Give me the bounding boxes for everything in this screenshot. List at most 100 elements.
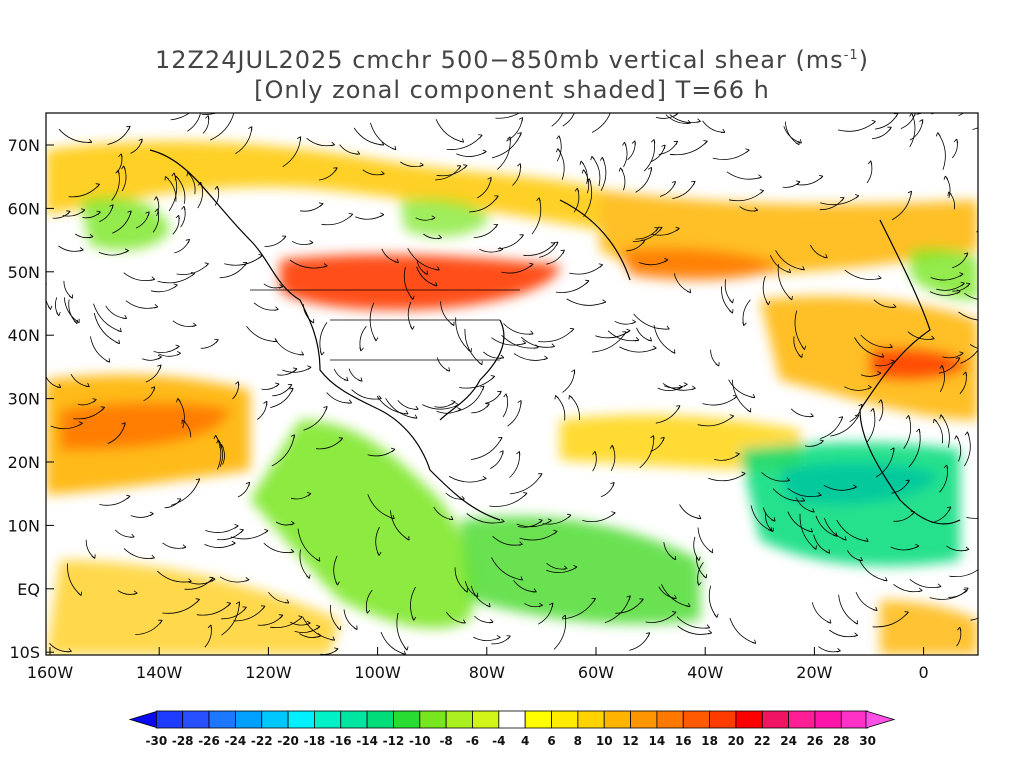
chart-title-line2: [Only zonal component shaded] T=66 h [254,76,770,104]
streamline-arrow [905,415,911,420]
colorbar-swatch [419,710,447,729]
streamline-arrow [499,450,504,455]
shading-mediterranean-core [870,348,970,381]
streamline-arrow [480,385,485,390]
streamline-arrow [77,591,82,596]
colorbar-swatch [208,710,236,729]
streamline-arrow [138,138,143,143]
y-tick-label: 50N [8,263,40,282]
streamline-arrow [85,382,90,388]
streamline-arrow [853,632,858,637]
streamline-arrow [759,189,764,194]
streamline-arrow [306,492,312,497]
streamline-arrow [56,383,62,388]
streamline-arrow [263,400,268,406]
streamline-arrow [888,343,893,349]
streamline-arrow [937,583,942,588]
streamline-arrow [819,439,824,444]
streamline-arrow [529,330,534,335]
streamline-arrow [610,482,615,487]
streamline-arrow [785,477,791,482]
colorbar-swatch [551,710,579,729]
streamline-arrow [870,408,875,413]
colorbar-label: -12 [383,734,405,748]
streamline-arrow [338,437,344,442]
streamline-arrow [435,266,440,271]
streamline-arrow [965,282,971,287]
streamline-arrow [590,156,595,161]
streamline-arrow [696,514,702,520]
colorbar-label: -6 [466,734,479,748]
streamline-arrow [864,537,869,542]
shading-south-america-green [460,516,700,624]
streamline-arrow [543,355,548,361]
streamline-arrow [231,540,236,546]
streamline-arrow [413,414,418,419]
streamline-arrow [334,647,339,652]
streamline-arrow [499,354,505,359]
streamline-arrow [176,498,182,503]
streamline-arrow [410,325,415,330]
streamline-arrow [226,602,231,607]
streamline-arrow [307,365,312,370]
streamline-arrow [149,511,154,517]
streamline-arrow [150,276,156,281]
streamline-arrow [569,327,575,333]
streamline-arrow [634,337,640,342]
coast-greenland [559,199,631,281]
shading-band-north [46,141,600,230]
streamline-arrow [538,518,543,524]
shading-band-south [46,560,340,655]
colorbar-swatch [498,710,526,729]
colorbar-swatch [630,710,658,729]
streamline-arrow [676,405,681,410]
shading-band-africa-north [760,296,978,420]
streamline-arrow [493,224,499,229]
streamline-arrow [573,104,577,108]
colorbar-label: 22 [754,734,771,748]
streamline-arrow [56,311,61,317]
streamline-arrow [879,353,885,358]
streamline-arrow [214,185,220,191]
streamline-arrow [671,555,677,561]
streamline-arrow [195,598,200,603]
streamline-arrow [735,452,740,457]
colorbar-swatch [840,710,869,729]
streamline-arrow [939,414,944,419]
streamline-arrow [214,339,219,344]
streamline-arrow [965,546,970,552]
streamline-arrow [175,215,180,220]
colorbar-label: 10 [596,734,613,748]
streamline-arrow [650,139,656,144]
streamline-arrow [867,160,873,165]
streamline-arrow [873,606,878,611]
streamline-arrow [702,574,708,579]
streamline-arrow [216,439,221,444]
streamline-arrow [800,497,806,502]
colorbar-swatch [656,710,684,729]
streamline [969,344,978,349]
streamline [972,127,978,130]
streamline-arrow [213,434,219,439]
streamline [495,113,520,119]
streamline-arrow [405,536,410,541]
streamline-arrow [118,153,123,158]
plot-frame [45,112,979,656]
streamline-arrow [652,345,657,351]
streamline-arrow [742,321,747,326]
streamline-arrow [177,351,181,356]
colorbar-label: 12 [622,734,639,748]
streamline-arrow [100,406,105,411]
streamline-arrow [486,602,491,608]
streamline-arrow [786,268,792,273]
colorbar-swatch [155,710,184,729]
streamline-arrow [299,351,305,356]
colorbar-swatch [603,710,631,729]
colorbar-label: -20 [277,734,299,748]
streamline-arrow [309,240,314,245]
streamlines [46,97,978,655]
streamline-arrow [946,97,950,101]
colorbar-label: 4 [521,734,529,748]
streamline-arrow [919,119,924,124]
streamline-arrow [729,414,734,419]
